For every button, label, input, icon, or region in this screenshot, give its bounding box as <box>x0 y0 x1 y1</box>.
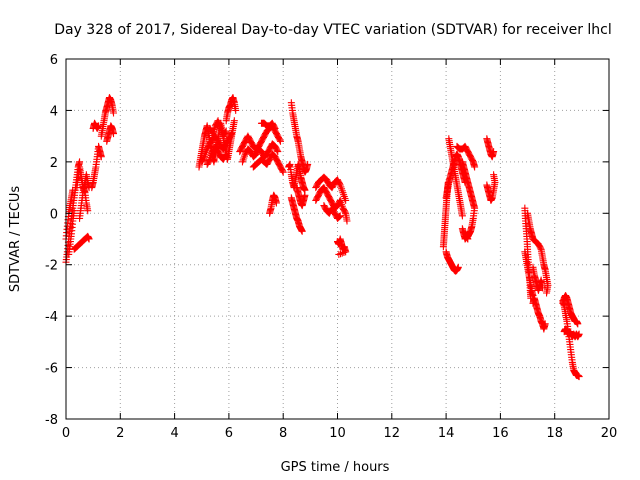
data-point-plus <box>276 137 284 145</box>
x-tick-label: 16 <box>492 426 509 441</box>
data-point-plus <box>222 151 230 159</box>
y-tick-label: -8 <box>45 413 58 428</box>
data-point-plus <box>454 263 462 271</box>
data-point-plus <box>301 191 309 199</box>
data-point-plus <box>543 289 551 297</box>
data-point-plus <box>279 168 287 176</box>
data-point-plus <box>336 212 344 220</box>
data-point-plus <box>336 213 344 220</box>
data-point-plus <box>271 124 279 132</box>
data-point-plus <box>270 123 278 131</box>
x-tick-label: 20 <box>601 426 618 441</box>
x-axis-label: GPS time / hours <box>281 460 390 475</box>
data-point-plus <box>335 213 343 221</box>
y-tick-label: 2 <box>50 156 58 171</box>
y-tick-labels: -8 -6 -4 -2 0 2 4 6 <box>45 53 58 428</box>
data-point-plus <box>85 235 93 243</box>
data-point-plus <box>222 127 230 135</box>
y-axis-label: SDTVAR / TECUs <box>8 186 23 293</box>
data-point-plus <box>222 150 230 158</box>
data-point-plus <box>340 249 348 256</box>
x-tick-label: 14 <box>438 426 455 441</box>
data-point-plus <box>273 146 281 154</box>
data-point-plus <box>536 244 544 252</box>
y-tick-label: 6 <box>50 53 58 68</box>
y-tick-label: -6 <box>45 362 58 377</box>
data-point-plus <box>205 157 213 165</box>
data-point-plus <box>95 122 103 130</box>
data-point-plus <box>298 227 306 235</box>
data-points <box>62 94 583 381</box>
data-point-plus <box>222 128 230 136</box>
data-point-plus <box>110 109 118 117</box>
data-point-plus <box>338 249 346 257</box>
axis-ticks <box>65 58 610 420</box>
data-point-plus <box>97 153 105 161</box>
x-tick-label: 4 <box>170 426 178 441</box>
data-point-plus <box>200 154 208 162</box>
x-tick-labels: 0 2 4 6 8 10 12 14 16 18 20 <box>62 426 617 441</box>
data-point-plus <box>274 148 282 156</box>
data-point-plus <box>464 235 472 243</box>
data-point-plus <box>84 207 92 215</box>
x-tick-label: 12 <box>384 426 401 441</box>
data-point-plus <box>70 207 78 215</box>
data-point-plus <box>342 248 350 256</box>
data-point-plus <box>574 320 582 328</box>
data-point-plus <box>538 284 546 292</box>
data-point-plus <box>575 330 583 338</box>
y-tick-label: 4 <box>50 104 58 119</box>
data-point-plus <box>343 217 351 225</box>
x-tick-label: 18 <box>546 426 563 441</box>
data-point-plus <box>276 136 284 144</box>
y-tick-label: -2 <box>45 259 58 274</box>
data-point-plus <box>337 250 345 258</box>
data-point-plus <box>490 148 498 156</box>
data-point-plus <box>458 212 466 220</box>
data-point-plus <box>541 320 549 328</box>
data-point-plus <box>575 373 583 381</box>
data-point-plus <box>232 106 240 114</box>
data-point-plus <box>227 131 235 139</box>
x-tick-label: 6 <box>225 426 233 441</box>
data-point-plus <box>341 208 349 216</box>
data-point-plus <box>471 163 479 171</box>
data-point-plus <box>272 199 280 207</box>
data-point-plus <box>110 130 118 138</box>
data-point-plus <box>335 250 343 258</box>
data-point-plus <box>230 117 238 125</box>
data-point-plus <box>228 130 236 138</box>
x-tick-label: 2 <box>116 426 124 441</box>
y-tick-label: -4 <box>45 310 58 325</box>
chart-title: Day 328 of 2017, Sidereal Day-to-day VTE… <box>54 22 612 38</box>
data-point-plus <box>342 196 350 204</box>
y-tick-label: 0 <box>50 207 58 222</box>
x-tick-label: 0 <box>62 426 70 441</box>
data-point-plus <box>336 180 344 188</box>
x-tick-label: 8 <box>279 426 287 441</box>
data-point-plus <box>304 160 312 168</box>
data-point-plus <box>490 171 498 179</box>
x-tick-label: 10 <box>329 426 346 441</box>
data-point-plus <box>279 167 287 175</box>
data-point-plus <box>69 186 77 194</box>
